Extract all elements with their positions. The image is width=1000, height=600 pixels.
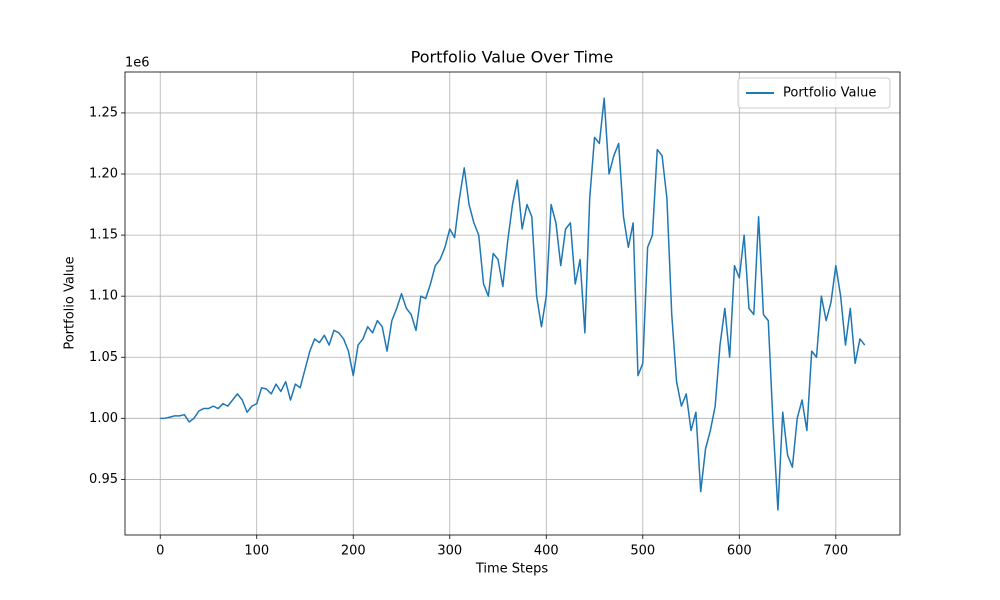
y-axis-label: Portfolio Value [63, 256, 78, 349]
x-tick-label: 300 [437, 544, 462, 559]
legend-box [737, 77, 891, 109]
y-offset-label: 1e6 [125, 56, 150, 71]
legend-label: Portfolio Value [783, 86, 876, 101]
x-tick-label: 200 [341, 544, 366, 559]
y-tick-label: 1.25 [89, 105, 118, 120]
y-tick-label: 1.00 [89, 411, 118, 426]
x-tick-label: 700 [823, 544, 848, 559]
x-tick-label: 100 [244, 544, 269, 559]
data-line [160, 97, 866, 511]
plot-frame [124, 71, 901, 536]
y-tick-label: 0.95 [89, 472, 118, 487]
x-tick-label: 600 [727, 544, 752, 559]
x-axis-label: Time Steps [475, 562, 549, 577]
y-tick-label: 1.20 [89, 167, 118, 182]
x-tick-label: 0 [156, 544, 164, 559]
y-tick-label: 1.15 [89, 228, 118, 243]
x-tick-label: 400 [534, 544, 559, 559]
y-tick-label: 1.05 [89, 350, 118, 365]
x-tick-label: 500 [630, 544, 655, 559]
y-tick-label: 1.10 [89, 289, 118, 304]
chart-title: Portfolio Value Over Time [411, 48, 614, 67]
